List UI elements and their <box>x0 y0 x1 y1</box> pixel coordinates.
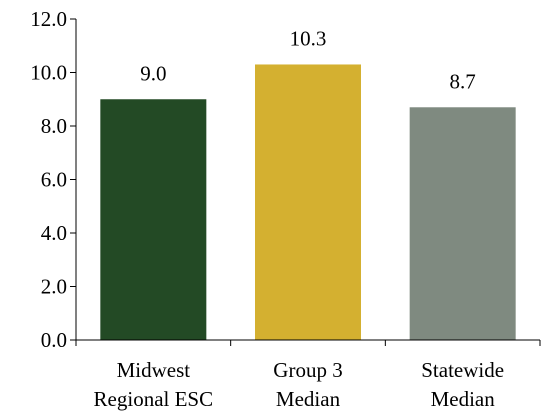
y-tick-label: 6.0 <box>41 168 67 192</box>
y-tick-label: 8.0 <box>41 114 67 138</box>
data-label: 10.3 <box>290 26 327 50</box>
x-category-label-line: Median <box>431 387 496 411</box>
x-category-label: Midwest Regional ESC <box>94 358 214 411</box>
y-tick-label: 0.0 <box>41 328 67 352</box>
bar <box>255 64 361 340</box>
x-category-label-line: Midwest <box>117 358 191 382</box>
bar <box>100 99 207 340</box>
x-category-label-line: Regional ESC <box>94 387 214 411</box>
x-category-label-line: Median <box>276 387 341 411</box>
x-category-label-line: Statewide <box>421 358 504 382</box>
y-tick-label: 12.0 <box>30 7 67 31</box>
y-tick-label: 4.0 <box>41 221 67 245</box>
data-label: 9.0 <box>140 61 166 85</box>
x-category-label-line: Group 3 <box>273 358 342 382</box>
data-label: 8.7 <box>450 69 476 93</box>
x-category-label: Statewide Median <box>421 358 504 411</box>
x-category-label: Group 3 Median <box>273 358 342 411</box>
y-tick-label: 2.0 <box>41 275 67 299</box>
y-tick-label: 10.0 <box>30 61 67 85</box>
bar <box>409 107 516 341</box>
